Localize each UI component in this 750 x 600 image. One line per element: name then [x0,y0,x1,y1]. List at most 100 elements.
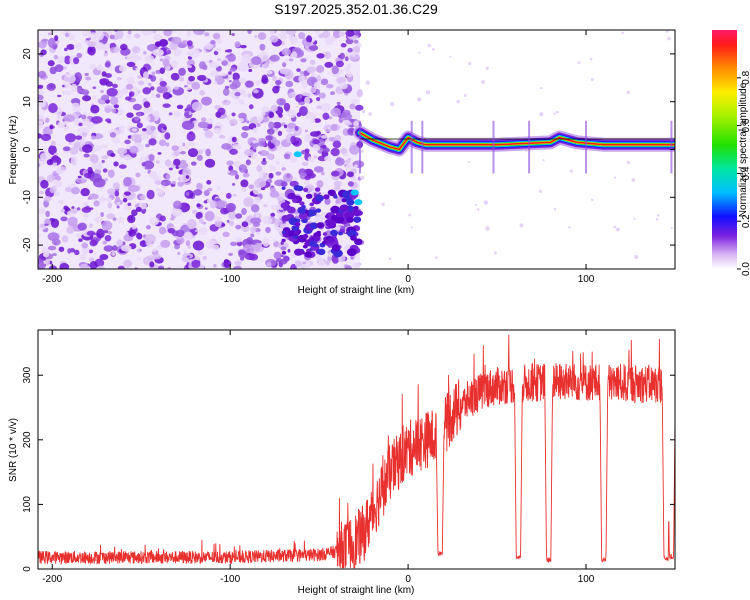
noise-blob [226,115,230,120]
sparse-noise-dot [634,255,639,260]
dark-cluster-blob [317,248,326,256]
noise-blob [221,60,228,66]
noise-blob [314,118,321,123]
noise-blob [76,207,81,211]
dark-cluster-blob [338,231,343,236]
noise-blob [280,246,287,251]
noise-blob [112,182,121,190]
bottom-x-axis-label: Height of straight line (km) [298,585,415,596]
noise-blob [53,152,58,156]
noise-blob [56,113,62,120]
noise-blob [225,202,236,213]
noise-blob [302,261,306,265]
noise-blob [240,101,245,105]
noise-blob [102,240,107,245]
dark-cluster-blob [305,193,313,199]
noise-blob [131,45,141,54]
noise-blob [107,188,116,195]
noise-blob [340,43,347,48]
noise-blob [127,184,141,192]
noise-blob [355,104,364,111]
noise-blob [290,135,296,144]
noise-blob [209,238,213,243]
noise-blob [276,145,283,150]
noise-blob [118,125,125,134]
noise-blob [146,225,151,230]
noise-blob [131,223,137,230]
noise-blob [316,74,322,81]
noise-blob [212,244,220,251]
noise-blob [104,234,112,242]
noise-blob [212,32,221,40]
noise-blob [162,58,170,68]
noise-blob [293,177,298,181]
dark-cluster-blob [308,209,317,217]
noise-blob [197,74,207,82]
noise-blob [275,226,282,233]
dark-cluster-blob [353,216,362,223]
noise-blob [346,171,354,178]
noise-blob [216,185,221,191]
noise-blob [282,62,287,68]
noise-blob [107,230,113,235]
sparse-noise-dot [665,30,669,33]
noise-blob [178,67,186,76]
noise-blob [272,85,280,94]
noise-blob [192,189,203,196]
sparse-noise-dot [408,213,411,217]
noise-blob [155,160,160,164]
noise-blob [76,52,83,59]
noise-blob [117,217,125,224]
noise-blob [96,228,105,239]
noise-blob [241,53,252,64]
noise-blob [60,208,66,213]
noise-blob [276,98,287,106]
noise-blob [305,111,317,120]
noise-blob [186,255,191,258]
sparse-noise-dot [568,225,571,229]
noise-blob [344,56,349,62]
bottom-x-tick-label: -100 [220,574,240,585]
noise-blob [304,179,311,185]
noise-blob [159,78,164,82]
dark-cluster-blob [353,205,359,210]
dark-cluster-blob [294,248,303,256]
noise-blob [299,94,303,99]
noise-blob [150,86,155,91]
noise-blob [225,192,232,199]
noise-blob [81,89,90,96]
noise-blob [120,175,124,178]
noise-blob [47,60,55,67]
noise-blob [323,147,330,153]
noise-blob [111,108,117,114]
noise-blob [185,175,190,179]
noise-blob [225,49,229,53]
noise-blob [198,61,207,70]
sparse-noise-dot [365,80,371,85]
noise-blob [38,114,45,125]
noise-blob [158,265,165,269]
noise-blob [91,116,103,124]
noise-blob [186,104,193,111]
noise-blob [92,86,97,90]
noise-blob [316,96,321,102]
dark-cluster-blob [330,229,338,236]
noise-blob [183,249,188,255]
noise-blob [116,202,121,205]
noise-blob [120,244,132,252]
noise-blob [131,209,138,217]
sparse-noise-dot [519,223,524,228]
snr-series-line [38,334,675,569]
noise-blob [191,161,197,166]
noise-blob [61,235,69,243]
noise-blob [253,242,265,253]
noise-blob [194,229,199,232]
noise-blob [159,58,164,62]
noise-blob [266,262,272,267]
noise-blob [89,239,98,247]
sparse-noise-dot [360,175,365,180]
noise-blob [64,76,70,82]
noise-blob [77,175,82,179]
sparse-noise-dot [361,109,366,114]
sparse-noise-dot [388,257,392,261]
